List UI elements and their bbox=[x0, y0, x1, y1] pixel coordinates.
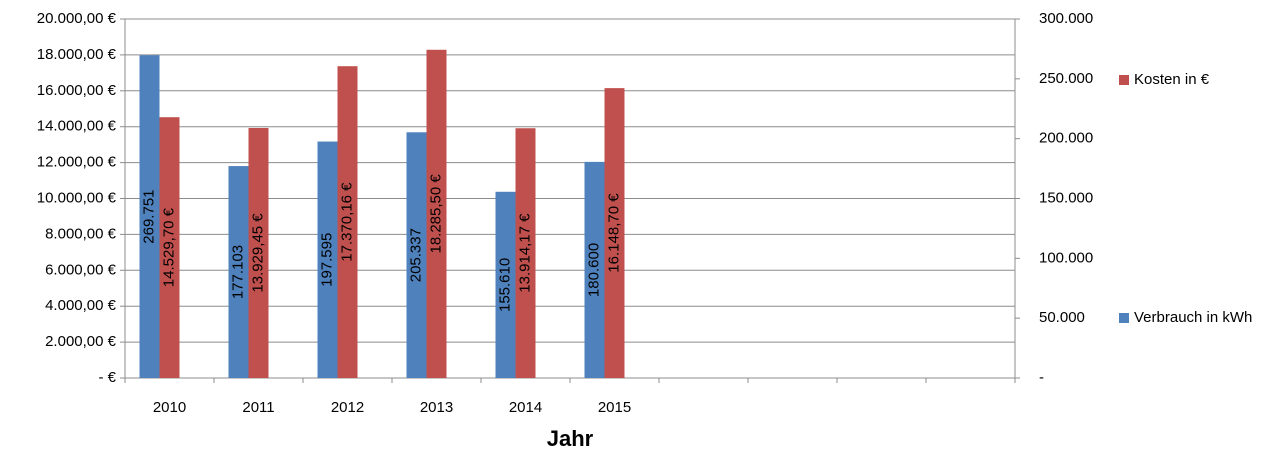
legend-label: Kosten in € bbox=[1134, 71, 1210, 88]
bar bbox=[584, 161, 605, 378]
legend-label: Verbrauch in kWh bbox=[1134, 309, 1252, 326]
y-tick-label: 16.000,00 € bbox=[37, 82, 117, 99]
y2-tick-label: - bbox=[1039, 369, 1044, 386]
y-tick-label: 20.000,00 € bbox=[37, 10, 117, 27]
y-tick-label: 4.000,00 € bbox=[45, 297, 117, 314]
value-label: 14.529,70 € bbox=[160, 207, 177, 287]
bar bbox=[248, 127, 269, 378]
bar bbox=[337, 66, 358, 378]
x-tick-label: 2011 bbox=[242, 399, 274, 416]
y-tick-label: 12.000,00 € bbox=[37, 154, 117, 171]
value-label: 177.103 bbox=[229, 245, 246, 299]
bar bbox=[515, 128, 536, 378]
y2-tick-label: 200.000 bbox=[1039, 130, 1093, 147]
y2-tick-label: 250.000 bbox=[1039, 70, 1093, 87]
bar bbox=[406, 132, 427, 378]
bar bbox=[317, 141, 338, 378]
x-axis-title: Jahr bbox=[547, 426, 594, 451]
y-tick-label: 10.000,00 € bbox=[37, 189, 117, 206]
x-tick-label: 2015 bbox=[598, 399, 631, 416]
y2-tick-label: 150.000 bbox=[1039, 189, 1093, 206]
x-tick-label: 2013 bbox=[420, 399, 453, 416]
value-label: 13.914,17 € bbox=[516, 213, 533, 293]
y2-tick-label: 100.000 bbox=[1039, 249, 1093, 266]
bar bbox=[159, 117, 180, 378]
y-tick-label: 18.000,00 € bbox=[37, 46, 117, 63]
y-tick-label: - € bbox=[98, 369, 116, 386]
value-label: 18.285,50 € bbox=[427, 174, 444, 254]
x-tick-label: 2012 bbox=[331, 399, 364, 416]
value-label: 16.148,70 € bbox=[605, 193, 622, 273]
x-tick-label: 2014 bbox=[509, 399, 542, 416]
value-label: 13.929,45 € bbox=[249, 213, 266, 293]
value-label: 17.370,16 € bbox=[338, 182, 355, 262]
legend-swatch bbox=[1119, 313, 1129, 323]
bar bbox=[604, 88, 625, 379]
y2-tick-label: 300.000 bbox=[1039, 10, 1093, 27]
value-label: 269.751 bbox=[140, 189, 157, 243]
value-label: 155.610 bbox=[496, 258, 513, 312]
value-label: 205.337 bbox=[407, 228, 424, 282]
legend-swatch bbox=[1119, 75, 1129, 85]
bar bbox=[228, 166, 249, 378]
value-label: 197.595 bbox=[318, 233, 335, 287]
bar bbox=[495, 191, 516, 378]
bar bbox=[426, 49, 447, 379]
y-tick-label: 6.000,00 € bbox=[45, 261, 117, 278]
y-tick-label: 14.000,00 € bbox=[37, 118, 117, 135]
value-label: 180.600 bbox=[585, 243, 602, 297]
y-tick-label: 2.000,00 € bbox=[45, 333, 117, 350]
bar bbox=[139, 55, 160, 379]
x-tick-label: 2010 bbox=[153, 399, 186, 416]
y-tick-label: 8.000,00 € bbox=[45, 225, 117, 242]
y2-tick-label: 50.000 bbox=[1039, 309, 1085, 326]
